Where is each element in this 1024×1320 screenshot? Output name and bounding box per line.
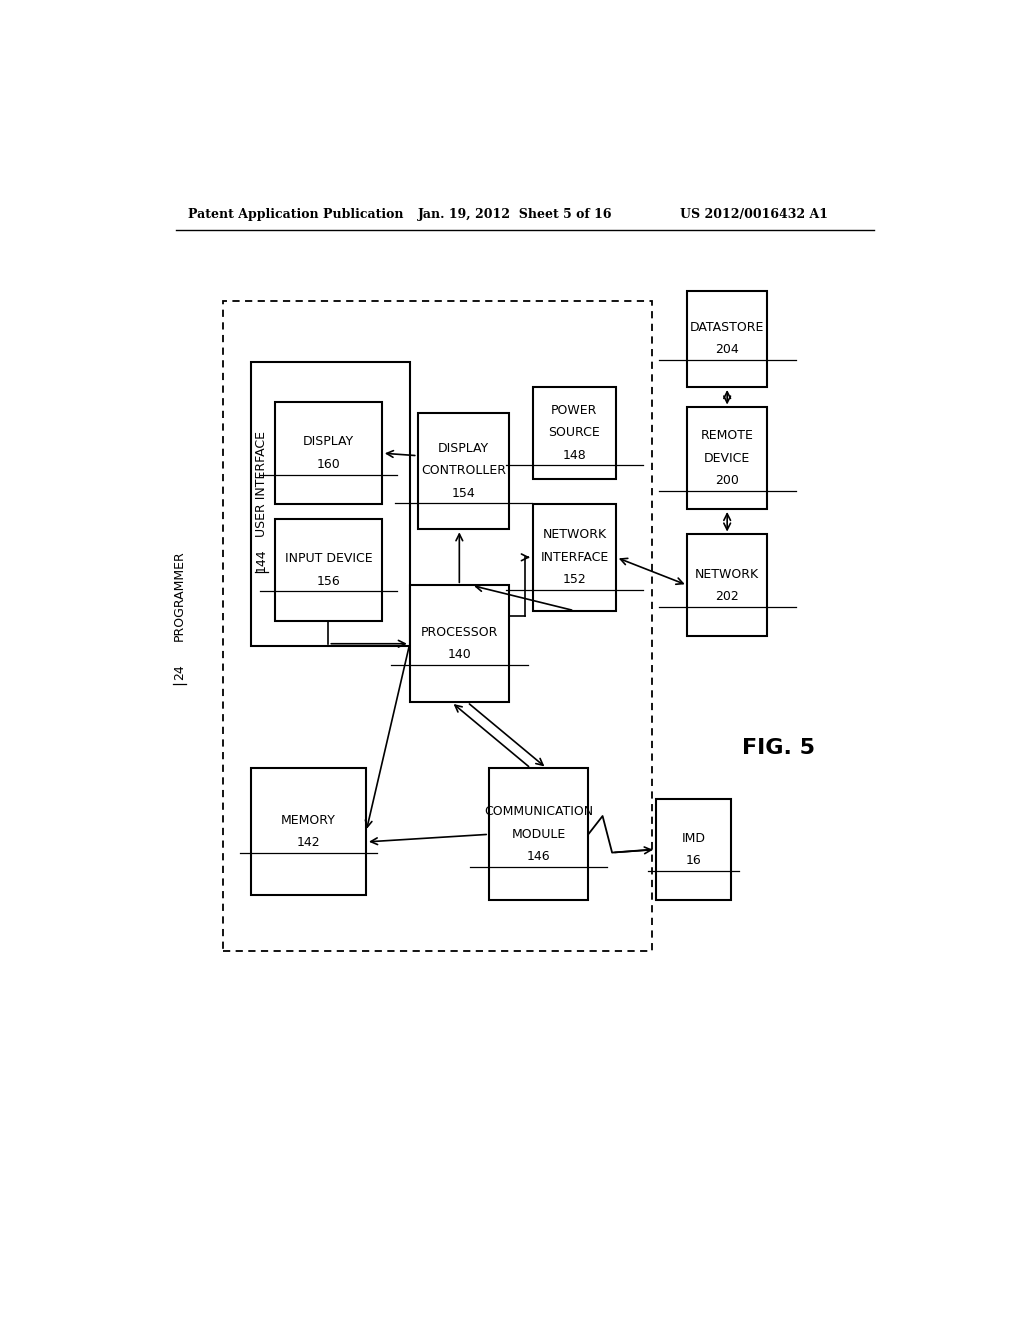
Text: CONTROLLER: CONTROLLER <box>421 465 506 478</box>
Text: USER INTERFACE: USER INTERFACE <box>255 430 268 537</box>
Text: 142: 142 <box>297 837 321 850</box>
Bar <box>251 362 410 647</box>
Text: 202: 202 <box>716 590 739 603</box>
Text: 140: 140 <box>447 648 471 661</box>
Text: 144: 144 <box>255 548 268 572</box>
Bar <box>274 519 382 620</box>
Bar <box>274 403 382 504</box>
Text: INTERFACE: INTERFACE <box>541 550 608 564</box>
Text: MODULE: MODULE <box>512 828 566 841</box>
Text: 148: 148 <box>562 449 587 462</box>
Bar <box>489 768 588 900</box>
Text: REMOTE: REMOTE <box>700 429 754 442</box>
Text: 200: 200 <box>715 474 739 487</box>
Text: NETWORK: NETWORK <box>543 528 606 541</box>
Text: DISPLAY: DISPLAY <box>303 436 354 449</box>
Text: IMD: IMD <box>681 832 706 845</box>
Bar <box>655 799 731 900</box>
Text: COMMUNICATION: COMMUNICATION <box>484 805 593 818</box>
Text: PROGRAMMER: PROGRAMMER <box>173 550 186 640</box>
Bar <box>223 301 652 952</box>
Text: NETWORK: NETWORK <box>695 568 759 581</box>
Text: MEMORY: MEMORY <box>282 814 336 828</box>
Text: 24: 24 <box>173 664 186 680</box>
Text: Patent Application Publication: Patent Application Publication <box>187 207 403 220</box>
Bar <box>532 504 616 611</box>
Text: 160: 160 <box>316 458 340 471</box>
Bar <box>687 408 767 510</box>
Text: 152: 152 <box>562 573 587 586</box>
Bar <box>532 387 616 479</box>
Text: 154: 154 <box>452 487 475 500</box>
Text: Jan. 19, 2012  Sheet 5 of 16: Jan. 19, 2012 Sheet 5 of 16 <box>418 207 612 220</box>
Bar <box>687 535 767 636</box>
Bar <box>410 585 509 702</box>
Text: US 2012/0016432 A1: US 2012/0016432 A1 <box>680 207 827 220</box>
Text: FIG. 5: FIG. 5 <box>742 738 815 758</box>
Text: 204: 204 <box>716 343 739 356</box>
Text: SOURCE: SOURCE <box>549 426 600 440</box>
Text: DATASTORE: DATASTORE <box>690 321 764 334</box>
Text: DISPLAY: DISPLAY <box>437 442 488 455</box>
Bar <box>687 290 767 387</box>
Text: INPUT DEVICE: INPUT DEVICE <box>285 552 372 565</box>
Text: 146: 146 <box>527 850 551 863</box>
Text: PROCESSOR: PROCESSOR <box>421 626 498 639</box>
Bar <box>251 768 367 895</box>
Text: DEVICE: DEVICE <box>705 451 751 465</box>
Text: 156: 156 <box>316 574 340 587</box>
Bar <box>418 413 509 529</box>
Text: POWER: POWER <box>551 404 598 417</box>
Text: 16: 16 <box>685 854 701 867</box>
